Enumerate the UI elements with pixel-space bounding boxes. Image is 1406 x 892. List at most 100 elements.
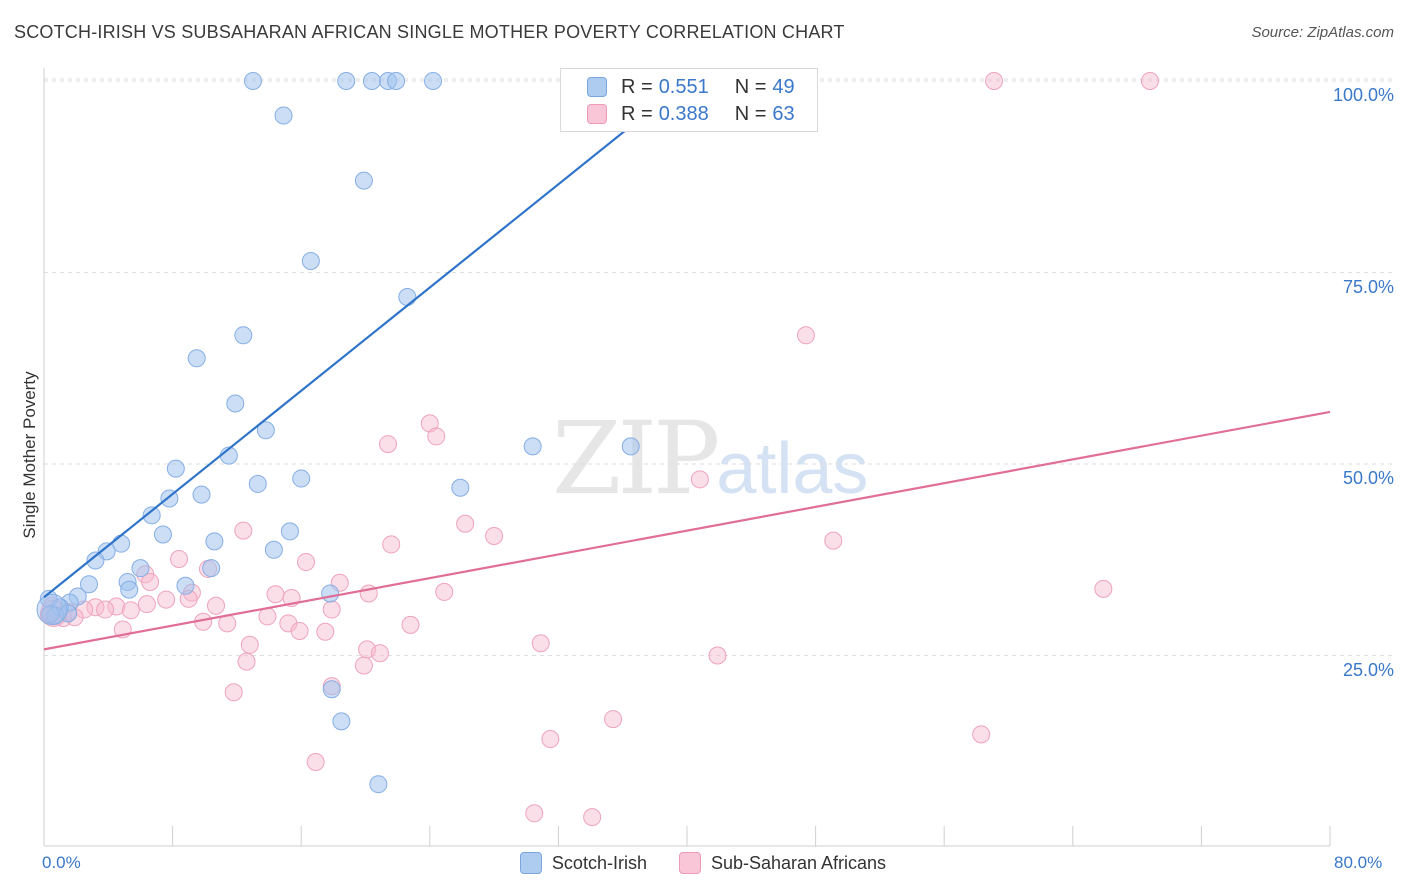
- data-point: [142, 506, 161, 525]
- blue-swatch-icon: [587, 77, 607, 97]
- legend-row-scotch-irish: R = 0.551 N = 49: [587, 74, 795, 100]
- data-point: [176, 576, 195, 595]
- data-point: [157, 590, 176, 609]
- x-tick-label-max: 80.0%: [1334, 853, 1383, 872]
- data-point: [192, 485, 211, 504]
- data-point: [322, 600, 341, 619]
- points-sub-saharan: [39, 72, 1159, 827]
- data-point: [354, 656, 373, 675]
- data-point: [131, 559, 150, 578]
- watermark: ZIPatlas: [552, 400, 868, 517]
- data-point: [234, 521, 253, 540]
- data-point: [398, 288, 417, 307]
- y-axis-label: Single Mother Poverty: [20, 371, 39, 539]
- data-point: [456, 514, 475, 533]
- data-point: [166, 459, 185, 478]
- data-point: [690, 470, 709, 489]
- n-label: N =: [734, 102, 767, 125]
- data-point: [451, 478, 470, 497]
- data-point: [379, 435, 398, 454]
- data-point: [137, 595, 156, 614]
- data-point: [332, 712, 351, 731]
- legend-item-scotch-irish[interactable]: Scotch-Irish: [519, 852, 647, 874]
- data-point: [274, 106, 293, 125]
- data-point: [120, 580, 139, 599]
- data-point: [256, 421, 275, 440]
- watermark-zip: ZIP: [552, 400, 720, 517]
- y-tick-label: 75.0%: [1342, 276, 1394, 297]
- data-point: [322, 680, 341, 699]
- data-point: [290, 621, 309, 640]
- axes: [43, 68, 1331, 847]
- data-point: [354, 171, 373, 190]
- data-point: [243, 72, 262, 90]
- data-point: [107, 597, 126, 616]
- data-point: [604, 710, 623, 729]
- data-point: [205, 532, 224, 551]
- data-point: [121, 601, 140, 620]
- data-point: [237, 652, 256, 671]
- data-point: [525, 804, 544, 823]
- data-point: [153, 525, 172, 544]
- data-point: [264, 540, 283, 559]
- data-point: [708, 646, 727, 665]
- legend-item-sub-saharan[interactable]: Sub-Saharan Africans: [678, 852, 887, 874]
- data-point: [985, 72, 1004, 90]
- r-label: R =: [621, 102, 653, 125]
- data-point: [321, 584, 340, 603]
- data-point: [187, 349, 206, 368]
- n-value: 49: [772, 75, 795, 98]
- r-label: R =: [621, 75, 653, 98]
- grid-lines: [44, 78, 1395, 656]
- legend-label: Sub-Saharan Africans: [710, 852, 887, 873]
- data-point: [207, 596, 226, 615]
- data-point: [369, 775, 388, 794]
- r-value: 0.388: [658, 102, 709, 125]
- data-point: [170, 549, 189, 568]
- data-point: [370, 644, 389, 663]
- pink-swatch-icon: [587, 104, 607, 124]
- data-point: [583, 808, 602, 827]
- data-point: [541, 729, 560, 748]
- data-point: [297, 553, 316, 572]
- y-tick-label: 50.0%: [1342, 468, 1394, 488]
- data-point: [301, 252, 320, 271]
- data-point: [401, 615, 420, 634]
- data-point: [266, 585, 285, 604]
- source-label: Source: ZipAtlas.com: [1251, 24, 1394, 41]
- data-point: [36, 594, 68, 626]
- data-point: [523, 437, 542, 456]
- data-point: [292, 469, 311, 488]
- n-value: 63: [772, 102, 795, 125]
- data-point: [824, 531, 843, 550]
- points-scotch-irish: [36, 72, 672, 794]
- data-point: [86, 551, 105, 570]
- data-point: [316, 622, 335, 641]
- data-point: [972, 725, 991, 744]
- correlation-legend: R = 0.551 N = 49 R = 0.388 N = 63: [560, 68, 818, 132]
- data-point: [280, 522, 299, 541]
- data-point: [306, 752, 325, 771]
- data-point: [226, 394, 245, 413]
- data-point: [531, 634, 550, 653]
- trend-line: [43, 410, 1331, 651]
- data-point: [337, 72, 356, 90]
- watermark-atlas: atlas: [716, 429, 869, 509]
- y-tick-label: 25.0%: [1342, 659, 1394, 680]
- legend-row-sub-saharan: R = 0.388 N = 63: [587, 101, 795, 127]
- data-point: [796, 326, 815, 345]
- trend-line: [43, 80, 688, 599]
- series-legend: Scotch-Irish Sub-Saharan Africans: [0, 852, 1406, 874]
- data-point: [1140, 72, 1159, 90]
- data-point: [382, 535, 401, 554]
- data-point: [234, 326, 253, 345]
- data-point: [427, 427, 446, 446]
- data-point: [96, 600, 115, 619]
- data-point: [424, 72, 443, 90]
- chart-title: SCOTCH-IRISH VS SUBSAHARAN AFRICAN SINGL…: [14, 22, 845, 42]
- data-point: [141, 572, 160, 591]
- data-point: [202, 559, 221, 578]
- legend-label: Scotch-Irish: [551, 852, 647, 873]
- data-point: [362, 72, 381, 90]
